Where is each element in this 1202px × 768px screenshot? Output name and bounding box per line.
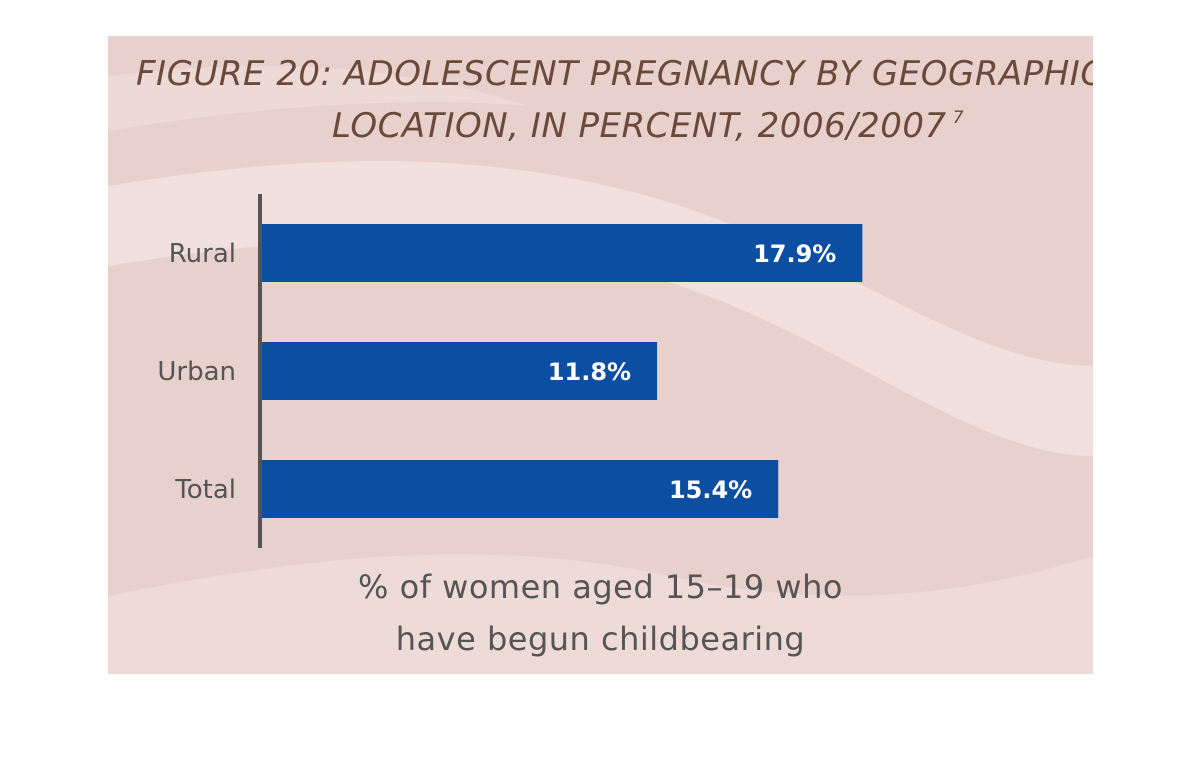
title-footnote: 7 bbox=[952, 108, 965, 128]
bar-chart: Rural 17.9% Urban 11.8% Total 15.4% bbox=[157, 194, 863, 548]
bar-rural bbox=[260, 224, 863, 282]
category-label-rural: Rural bbox=[169, 239, 236, 269]
chart-panel: FIGURE 20: ADOLESCENT PREGNANCY BY GEOGR… bbox=[108, 36, 1093, 674]
data-label-urban: 11.8% bbox=[548, 358, 631, 386]
x-axis-label-line-1: % of women aged 15–19 who bbox=[358, 568, 843, 606]
title-line-1: FIGURE 20: ADOLESCENT PREGNANCY BY GEOGR… bbox=[136, 54, 1093, 94]
x-axis-label-line-2: have begun childbearing bbox=[395, 620, 806, 658]
bar-urban bbox=[260, 342, 658, 400]
category-label-urban: Urban bbox=[157, 357, 236, 387]
data-label-rural: 17.9% bbox=[753, 240, 836, 268]
bar-total bbox=[260, 460, 779, 518]
category-label-total: Total bbox=[174, 475, 236, 505]
data-label-total: 15.4% bbox=[669, 476, 752, 504]
title-line-2: LOCATION, IN PERCENT, 2006/2007 7 bbox=[332, 106, 964, 146]
title-line-2-text: LOCATION, IN PERCENT, 2006/2007 bbox=[332, 106, 947, 146]
